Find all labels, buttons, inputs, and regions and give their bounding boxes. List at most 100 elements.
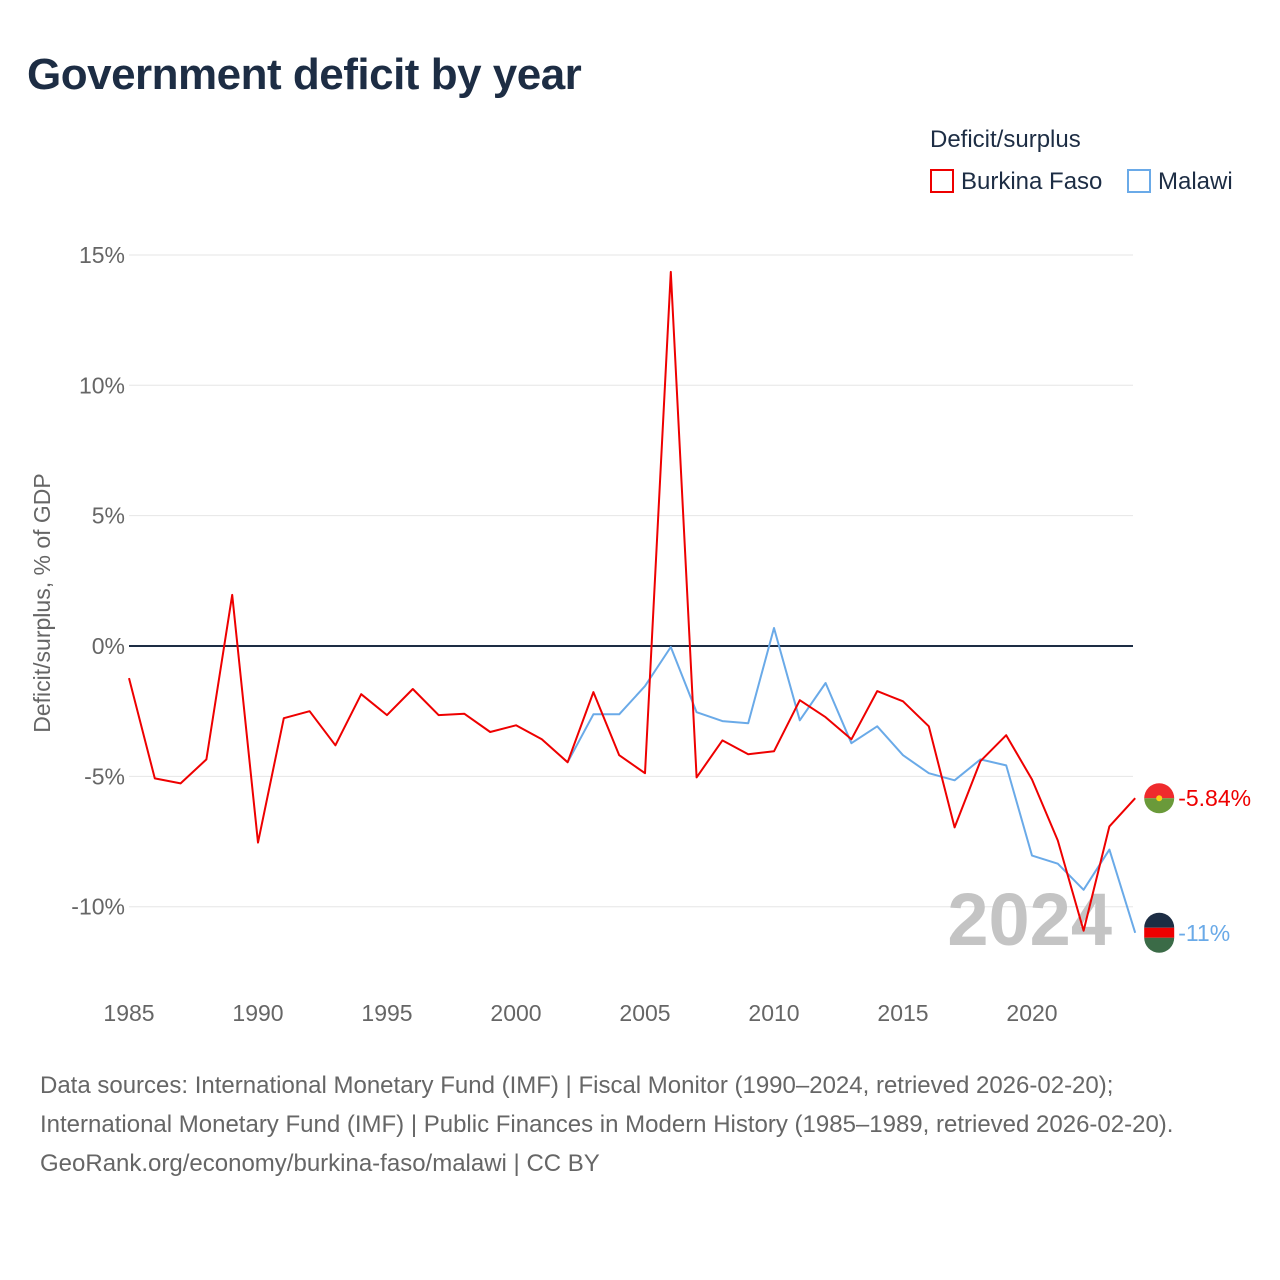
data-point-burkina-faso	[410, 687, 415, 692]
data-point-malawi	[952, 778, 957, 783]
data-point-burkina-faso	[488, 730, 493, 735]
data-point-burkina-faso	[772, 749, 777, 754]
flag-star	[1156, 795, 1163, 802]
y-tick-label: -5%	[84, 763, 125, 789]
year-watermark: 2024	[947, 878, 1112, 961]
line-chart: 1985 1990 1995 2000 2005 2010 2015 2020 15% 10% 5…	[29, 126, 1251, 1026]
data-point-malawi	[1133, 930, 1138, 935]
end-label-burkina-faso: -5.84%	[1178, 785, 1251, 811]
x-tick-label: 1990	[232, 1000, 283, 1026]
data-point-burkina-faso	[1030, 777, 1035, 782]
data-point-burkina-faso	[643, 771, 648, 776]
data-point-burkina-faso	[514, 723, 519, 728]
legend-swatch-malawi[interactable]	[1127, 169, 1151, 193]
flag-stripe	[1144, 912, 1175, 928]
chart-title: Government deficit by year	[27, 50, 582, 99]
end-labels: -11% -5.84%	[1144, 783, 1251, 953]
x-tick-label: 2015	[877, 1000, 928, 1026]
data-point-malawi	[746, 721, 751, 726]
x-tick-label: 2010	[748, 1000, 799, 1026]
flag-icon-burkina-faso	[1144, 783, 1175, 814]
end-label-malawi: -11%	[1178, 920, 1230, 946]
data-point-burkina-faso	[359, 692, 364, 697]
data-point-malawi	[720, 719, 725, 724]
data-point-burkina-faso	[694, 775, 699, 780]
flag-stripe	[1144, 798, 1175, 814]
series-line-malawi	[566, 627, 1137, 934]
data-point-burkina-faso	[1133, 796, 1138, 801]
data-point-malawi	[1055, 861, 1060, 866]
y-axis-label: Deficit/surplus, % of GDP	[29, 473, 55, 732]
data-point-burkina-faso	[926, 724, 931, 729]
data-point-burkina-faso	[901, 699, 906, 704]
data-point-burkina-faso	[1081, 928, 1086, 933]
x-tick-label: 2005	[619, 1000, 670, 1026]
data-point-malawi	[694, 710, 699, 715]
flag-stripe	[1144, 927, 1175, 938]
x-axis: 1985 1990 1995 2000 2005 2010 2015 2020	[103, 1000, 1057, 1026]
data-point-burkina-faso	[385, 713, 390, 718]
data-point-malawi	[1107, 847, 1112, 852]
data-point-burkina-faso	[1004, 733, 1009, 738]
data-point-burkina-faso	[823, 715, 828, 720]
y-tick-label: 5%	[92, 503, 125, 529]
data-point-burkina-faso	[281, 716, 286, 721]
data-point-burkina-faso	[565, 760, 570, 765]
data-point-burkina-faso	[1055, 838, 1060, 843]
y-axis: 15% 10% 5% 0% -5% -10%	[71, 242, 125, 920]
y-tick-label: 10%	[79, 372, 125, 398]
legend-label-malawi[interactable]: Malawi	[1158, 168, 1233, 195]
data-point-burkina-faso	[617, 753, 622, 758]
flag-stripe	[1144, 937, 1175, 953]
data-point-burkina-faso	[256, 840, 261, 845]
data-point-burkina-faso	[204, 757, 209, 762]
legend-swatch-burkina-faso[interactable]	[930, 169, 954, 193]
data-point-malawi	[901, 753, 906, 758]
data-point-burkina-faso	[230, 592, 235, 597]
data-point-malawi	[668, 645, 673, 650]
data-point-malawi	[1004, 763, 1009, 768]
data-point-malawi	[1030, 853, 1035, 858]
y-tick-label: 0%	[92, 633, 125, 659]
data-point-malawi	[617, 712, 622, 717]
data-point-burkina-faso	[307, 709, 312, 714]
data-point-burkina-faso	[539, 737, 544, 742]
data-point-malawi	[1081, 887, 1086, 892]
data-point-malawi	[591, 712, 596, 717]
data-point-malawi	[643, 684, 648, 689]
data-point-burkina-faso	[178, 781, 183, 786]
data-point-burkina-faso	[462, 711, 467, 716]
data-point-burkina-faso	[978, 759, 983, 764]
x-tick-label: 2020	[1006, 1000, 1057, 1026]
legend-title: Deficit/surplus	[930, 126, 1081, 153]
data-point-burkina-faso	[849, 737, 854, 742]
data-point-burkina-faso	[591, 690, 596, 695]
flag-icon-malawi	[1144, 912, 1175, 953]
data-point-malawi	[875, 724, 880, 729]
credit-link[interactable]: GeoRank.org/economy/burkina-faso/malawi …	[40, 1150, 600, 1177]
data-point-burkina-faso	[746, 752, 751, 757]
data-sources: Data sources: International Monetary Fun…	[40, 1072, 1174, 1138]
data-point-malawi	[772, 626, 777, 631]
data-point-malawi	[926, 771, 931, 776]
legend-label-burkina-faso[interactable]: Burkina Faso	[961, 168, 1102, 195]
x-tick-label: 2000	[490, 1000, 541, 1026]
flag-stripe	[1144, 783, 1175, 799]
data-point-burkina-faso	[875, 689, 880, 694]
data-point-burkina-faso	[152, 776, 157, 781]
series-line-burkina-faso	[128, 270, 1136, 932]
legend: Deficit/surplus Burkina Faso Malawi	[930, 126, 1233, 195]
x-tick-label: 1995	[361, 1000, 412, 1026]
data-point-malawi	[823, 681, 828, 686]
data-point-burkina-faso	[720, 738, 725, 743]
series-lines	[128, 269, 1138, 935]
grid	[129, 254, 1133, 908]
data-point-burkina-faso	[1107, 824, 1112, 829]
y-tick-label: 15%	[79, 242, 125, 268]
footer: Data sources: International Monetary Fun…	[40, 1066, 1240, 1183]
data-point-burkina-faso	[668, 269, 673, 274]
data-point-burkina-faso	[797, 698, 802, 703]
data-point-burkina-faso	[952, 825, 957, 830]
data-point-burkina-faso	[333, 743, 338, 748]
data-point-malawi	[797, 718, 802, 723]
